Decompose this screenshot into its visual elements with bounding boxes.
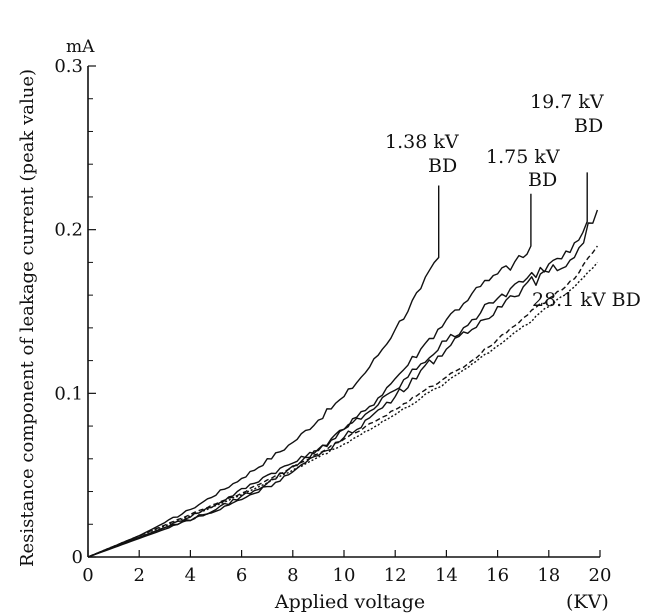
x-tick-label: 12 [384, 565, 407, 586]
x-tick-label: 0 [82, 565, 93, 586]
x-axis-title: Applied voltage [274, 591, 425, 613]
series-line-3 [87, 172, 588, 558]
x-tick-label: 14 [435, 565, 458, 586]
y-tick-label: 0.2 [54, 220, 83, 241]
annotation-19-7kv: 19.7 kV BD [530, 91, 604, 137]
series-line-1 [87, 185, 440, 558]
x-tick-label: 2 [133, 565, 144, 586]
y-tick-label: 0.3 [54, 56, 83, 77]
x-tick-label: 20 [589, 565, 612, 586]
series-group [87, 172, 599, 558]
x-tick-label: 18 [537, 565, 560, 586]
annotation-28-1kv: 28.1 kV BD [532, 289, 641, 311]
tick-labels: 0 2 4 6 8 10 12 14 16 18 20 0 0.1 0.2 0.3 [54, 56, 611, 586]
annotation-1-75kv-bd: BD [528, 169, 557, 191]
x-tick-label: 8 [287, 565, 298, 586]
annotation-19-7kv-value: 19.7 kV [530, 91, 604, 113]
annotation-1-75kv: 1.75 kV BD [486, 146, 560, 191]
axes [87, 66, 600, 558]
x-tick-label: 16 [486, 565, 509, 586]
annotation-1-75kv-value: 1.75 kV [486, 146, 560, 168]
annotation-19-7kv-bd: BD [574, 115, 603, 137]
series-line-2 [87, 193, 532, 558]
ticks [87, 65, 601, 558]
y-axis-title: Resistance component of leakage current … [17, 69, 38, 567]
y-tick-label: 0 [72, 547, 83, 568]
annotation-1-38kv-bd: BD [428, 155, 457, 177]
x-tick-label: 4 [185, 565, 196, 586]
series-line-6 [87, 261, 598, 558]
series-line-5 [87, 245, 598, 558]
y-tick-label: 0.1 [54, 383, 83, 404]
x-tick-label: 10 [333, 565, 356, 586]
y-unit-label: mA [66, 37, 95, 57]
x-unit-label: (KV) [566, 591, 609, 613]
annotation-1-38kv-value: 1.38 kV [385, 131, 459, 153]
series-line-4 [87, 209, 599, 558]
x-tick-label: 6 [236, 565, 247, 586]
annotation-1-38kv: 1.38 kV BD [385, 131, 459, 177]
